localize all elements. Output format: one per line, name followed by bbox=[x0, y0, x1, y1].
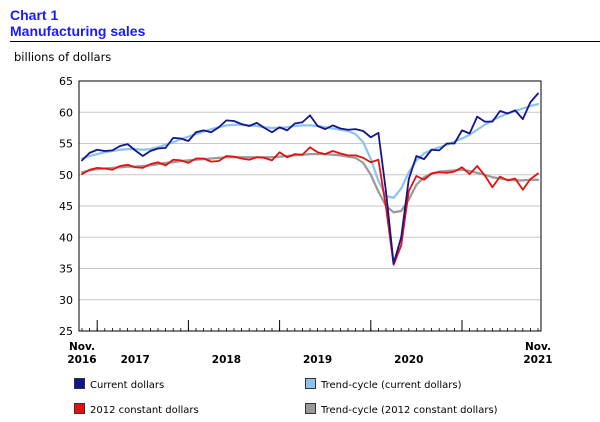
x-tick-label: 2016 bbox=[67, 354, 96, 366]
legend-swatch-trend-current bbox=[305, 378, 316, 389]
x-tick-label: Nov. bbox=[69, 341, 95, 353]
legend-item-trend-constant: Trend-cycle (2012 constant dollars) bbox=[305, 403, 498, 416]
x-tick-label: 2021 bbox=[523, 354, 552, 366]
legend-item-current: Current dollars bbox=[74, 378, 164, 391]
y-tick-label: 60 bbox=[59, 106, 73, 119]
chart-header: Chart 1 Manufacturing sales bbox=[10, 7, 600, 39]
chart-title: Manufacturing sales bbox=[10, 23, 146, 39]
x-tick-label: 2017 bbox=[121, 354, 150, 366]
y-tick-label: 40 bbox=[59, 231, 73, 244]
chart-number: Chart 1 bbox=[10, 7, 59, 23]
series-line-current bbox=[81, 92, 539, 265]
x-tick-label: 2020 bbox=[394, 354, 423, 366]
legend-label-current: Current dollars bbox=[90, 380, 165, 391]
series-line-trend-constant bbox=[80, 153, 540, 214]
series-line-trend-current bbox=[80, 103, 540, 199]
legend-item-trend-current: Trend-cycle (current dollars) bbox=[305, 378, 462, 391]
y-tick-label: 30 bbox=[59, 294, 73, 307]
legend-swatch-current bbox=[74, 378, 85, 389]
title-divider bbox=[10, 41, 600, 42]
x-tick-label: Nov. bbox=[525, 341, 551, 353]
legend-label-constant: 2012 constant dollars bbox=[90, 405, 199, 416]
y-axis-unit-label: billions of dollars bbox=[14, 50, 112, 64]
x-tick-label: 2019 bbox=[303, 354, 332, 366]
y-tick-label: 65 bbox=[59, 75, 73, 88]
y-tick-label: 50 bbox=[59, 169, 73, 182]
y-tick-label: 45 bbox=[59, 200, 73, 213]
legend-swatch-constant bbox=[74, 403, 85, 414]
y-tick-label: 55 bbox=[59, 138, 73, 151]
y-tick-label: 25 bbox=[59, 325, 73, 338]
legend-swatch-trend-constant bbox=[305, 403, 316, 414]
x-tick-label: 2018 bbox=[212, 354, 241, 366]
y-tick-label: 35 bbox=[59, 263, 73, 276]
legend-item-constant: 2012 constant dollars bbox=[74, 403, 199, 416]
series-line-constant bbox=[81, 146, 539, 266]
legend-label-trend-current: Trend-cycle (current dollars) bbox=[321, 380, 462, 391]
legend-label-trend-constant: Trend-cycle (2012 constant dollars) bbox=[321, 405, 498, 416]
